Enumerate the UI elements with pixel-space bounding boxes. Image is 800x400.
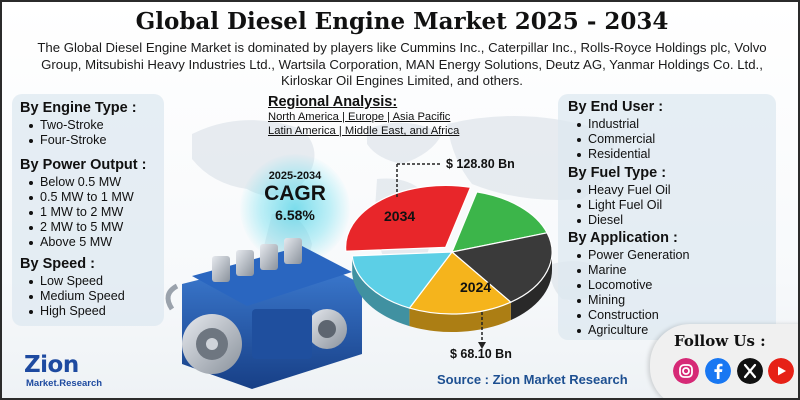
segment-item: 1 MW to 2 MW <box>20 205 146 220</box>
segment-power-output: By Power Output : Below 0.5 MW 0.5 MW to… <box>20 157 146 250</box>
segment-end-user: By End User : Industrial Commercial Resi… <box>568 99 663 162</box>
segment-fuel-type: By Fuel Type : Heavy Fuel Oil Light Fuel… <box>568 165 671 228</box>
pie-slice <box>345 184 472 252</box>
segment-engine-type: By Engine Type : Two-Stroke Four-Stroke <box>20 100 137 148</box>
logo-subtitle: Market.Research <box>26 378 103 389</box>
segment-heading: By Speed : <box>20 256 95 272</box>
segment-item: Locomotive <box>568 278 690 293</box>
annotation-2034: $ 128.80 Bn <box>446 157 515 171</box>
segment-heading: By Power Output : <box>20 157 147 173</box>
pie-slice <box>351 251 454 309</box>
segment-heading: By End User : <box>568 99 664 115</box>
segment-item: Commercial <box>568 132 663 147</box>
pie-slices-layer <box>345 184 553 332</box>
segment-item: 2 MW to 5 MW <box>20 220 146 235</box>
annotation-2024: $ 68.10 Bn <box>450 347 512 361</box>
segment-speed: By Speed : Low Speed Medium Speed High S… <box>20 256 125 319</box>
diesel-engine-illustration <box>165 238 362 389</box>
segment-heading: By Application : <box>568 230 678 246</box>
instagram-icon[interactable] <box>673 358 699 384</box>
segment-item: Residential <box>568 147 663 162</box>
cagr-value: 6.58% <box>275 207 315 223</box>
segment-item: Below 0.5 MW <box>20 175 146 190</box>
cagr-label: CAGR <box>264 182 326 205</box>
segment-item: Industrial <box>568 117 663 132</box>
market-description: The Global Diesel Engine Market is domin… <box>37 40 767 88</box>
segment-item: Low Speed <box>20 274 125 289</box>
segment-item: Medium Speed <box>20 289 125 304</box>
logo-wordmark: Zion <box>24 352 79 378</box>
segment-item: Mining <box>568 293 690 308</box>
regional-title: Regional Analysis: <box>268 94 398 110</box>
segment-item: Agriculture <box>568 323 690 338</box>
segment-heading: By Fuel Type : <box>568 165 667 181</box>
x-icon[interactable] <box>737 358 763 384</box>
segment-item: Light Fuel Oil <box>568 198 671 213</box>
pie-slice-wall <box>409 302 511 332</box>
regional-line-2: Latin America | Middle East, and Africa <box>268 125 460 137</box>
pie-slice <box>451 191 549 253</box>
left-segment-panel <box>12 94 164 326</box>
segment-item: Marine <box>568 263 690 278</box>
cagr-period: 2025-2034 <box>268 170 322 182</box>
arrow-head-2024 <box>478 342 486 349</box>
youtube-icon[interactable] <box>768 358 794 384</box>
segment-item: Four-Stroke <box>20 133 137 148</box>
pie-slice <box>450 232 553 303</box>
page-title: Global Diesel Engine Market 2025 - 2034 <box>135 8 669 35</box>
pie-slice-wall <box>352 255 410 327</box>
segment-heading: By Engine Type : <box>20 100 137 116</box>
zion-logo: Zion Market.Research <box>20 352 130 394</box>
regional-line-1: North America | Europe | Asia Pacific <box>268 111 451 123</box>
segment-item: Diesel <box>568 213 671 228</box>
segment-item: Two-Stroke <box>20 118 137 133</box>
segment-item: Heavy Fuel Oil <box>568 183 671 198</box>
segment-item: Above 5 MW <box>20 235 146 250</box>
source-credit: Source : Zion Market Research <box>437 372 628 387</box>
segment-application: By Application : Power Generation Marine… <box>568 230 690 338</box>
facebook-icon[interactable] <box>705 358 731 384</box>
segment-item: High Speed <box>20 304 125 319</box>
pie-slice-wall <box>510 252 552 321</box>
slice-label-2034: 2034 <box>384 208 415 224</box>
segment-item: Construction <box>568 308 690 323</box>
follow-us-label: Follow Us : <box>674 332 766 350</box>
slice-label-2024: 2024 <box>460 279 491 295</box>
segment-item: 0.5 MW to 1 MW <box>20 190 146 205</box>
market-size-pie-chart: $ 128.80 Bn $ 68.10 Bn 2034 2024 <box>345 157 553 361</box>
right-segment-panel <box>558 94 776 340</box>
segment-item: Power Generation <box>568 248 690 263</box>
regional-analysis: Regional Analysis: North America | Europ… <box>268 94 528 138</box>
pie-slice <box>408 251 512 315</box>
